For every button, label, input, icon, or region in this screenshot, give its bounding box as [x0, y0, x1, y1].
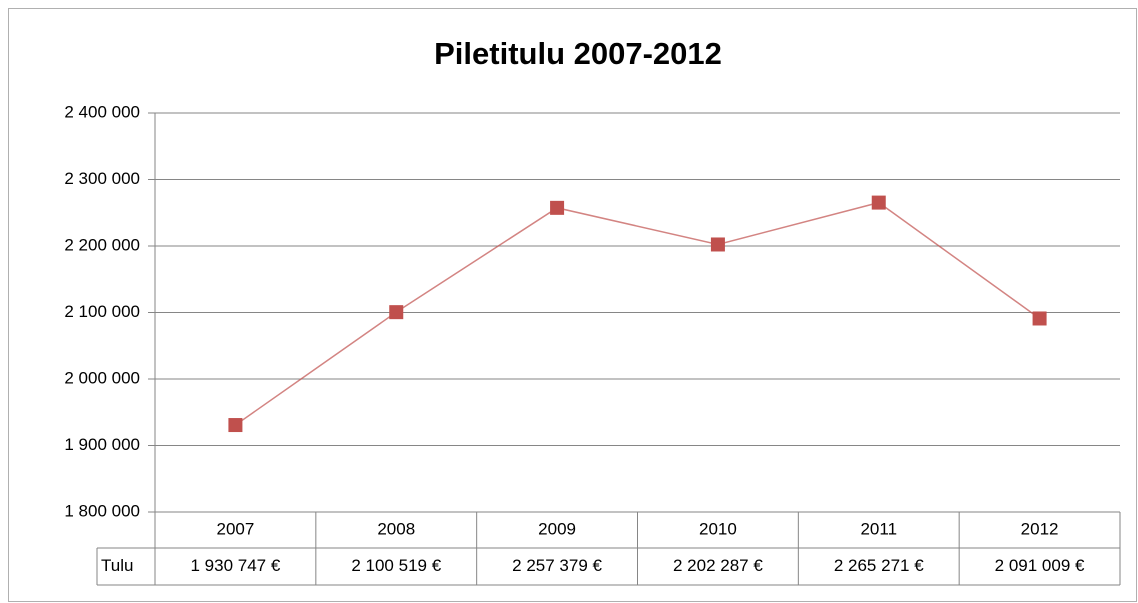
x-tick-label: 2011	[860, 519, 897, 538]
y-tick-label: 1 900 000	[64, 435, 140, 454]
y-tick-label: 2 300 000	[64, 169, 140, 188]
marker	[871, 195, 886, 210]
marker	[228, 418, 243, 433]
chart-border	[8, 8, 1137, 602]
data-label: 2 091 009 €	[995, 556, 1085, 575]
y-tick-label: 2 400 000	[64, 102, 140, 121]
marker	[389, 305, 404, 320]
marker	[1032, 311, 1047, 326]
x-tick-label: 2010	[699, 519, 737, 538]
y-tick-label: 1 800 000	[64, 501, 140, 520]
data-label: 1 930 747 €	[191, 556, 281, 575]
marker	[710, 237, 725, 252]
data-label: 2 100 519 €	[351, 556, 441, 575]
data-label: 2 265 271 €	[834, 556, 924, 575]
x-tick-label: 2008	[377, 519, 415, 538]
chart-title: Piletitulu 2007-2012	[434, 36, 722, 71]
y-tick-label: 2 000 000	[64, 368, 140, 387]
marker	[550, 200, 565, 215]
legend-label: Tulu	[101, 556, 133, 575]
x-tick-label: 2007	[217, 519, 255, 538]
series-line	[234, 201, 1041, 426]
data-label: 2 257 379 €	[512, 556, 602, 575]
data-label: 2 202 287 €	[673, 556, 763, 575]
x-tick-label: 2009	[538, 519, 576, 538]
y-tick-label: 2 200 000	[64, 235, 140, 254]
x-tick-label: 2012	[1021, 519, 1059, 538]
y-tick-label: 2 100 000	[64, 302, 140, 321]
